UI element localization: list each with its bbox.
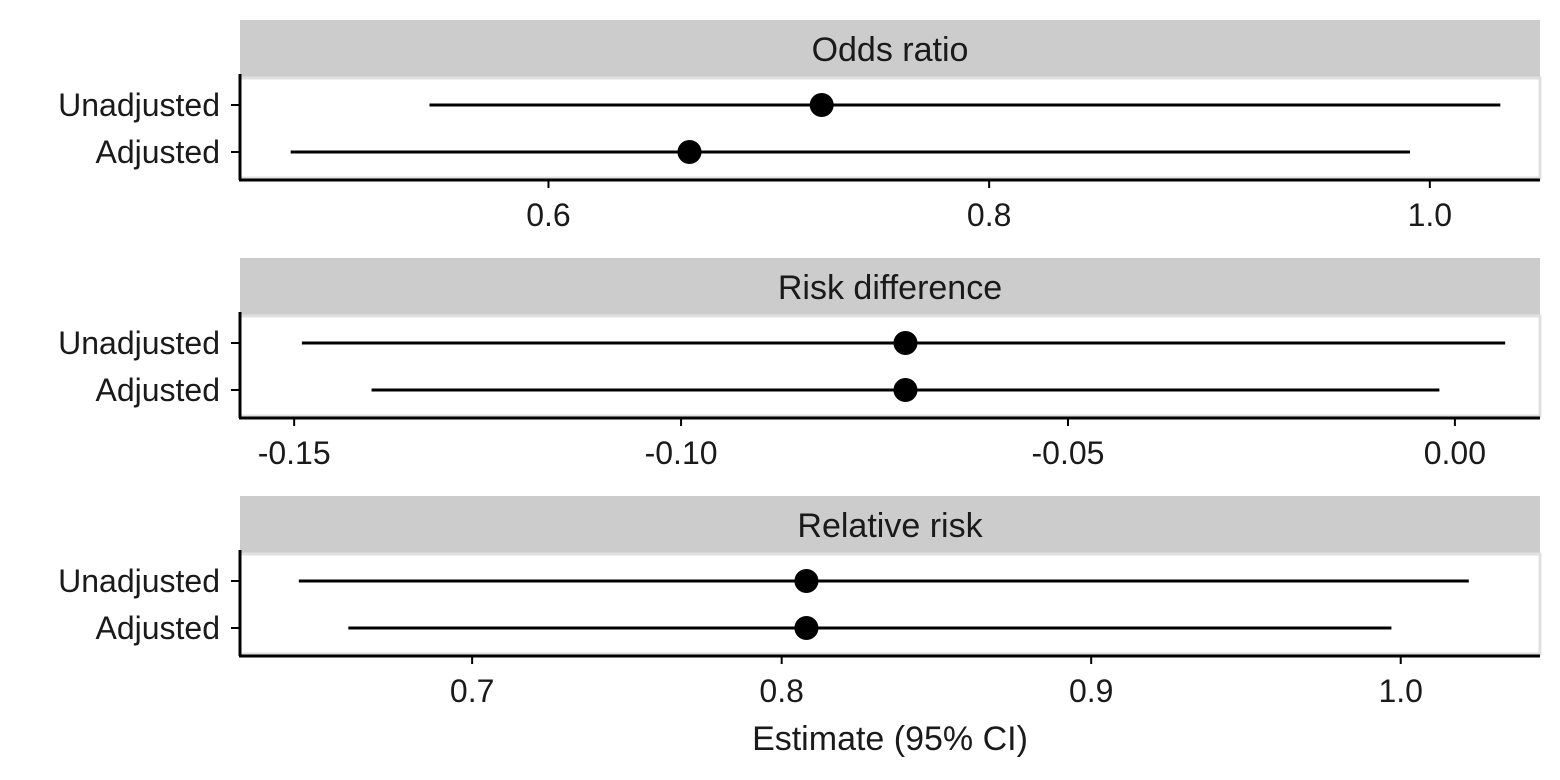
estimate-point xyxy=(893,331,918,355)
x-tick-label: 0.8 xyxy=(759,673,803,709)
x-tick-label: 0.9 xyxy=(1069,673,1113,709)
panel-2: Risk difference -0.15 -0.10 -0.05 0.00 Unadju… xyxy=(58,258,1542,471)
x-tick-label: 0.8 xyxy=(967,197,1011,233)
panel-3: Relative risk 0.7 0.8 0.9 1.0 Unadjusted Adjus… xyxy=(58,496,1542,709)
x-tick-label: -0.10 xyxy=(645,435,718,471)
strip-background xyxy=(240,20,1540,78)
y-tick-label: Unadjusted xyxy=(58,325,220,361)
strip-background xyxy=(240,496,1540,554)
y-tick-label: Unadjusted xyxy=(58,563,220,599)
y-tick-label: Adjusted xyxy=(95,610,220,646)
estimate-point xyxy=(794,569,819,593)
strip-title: Risk difference xyxy=(778,269,1002,307)
estimate-point xyxy=(794,616,819,640)
x-tick-label: 0.00 xyxy=(1424,435,1486,471)
x-tick-label: -0.05 xyxy=(1032,435,1105,471)
estimate-point xyxy=(677,140,702,164)
y-tick-label: Unadjusted xyxy=(58,87,220,123)
x-axis-title: Estimate (95% CI) xyxy=(752,720,1028,758)
strip-background xyxy=(240,258,1540,316)
panel-background xyxy=(238,76,1542,180)
x-tick-label: 0.6 xyxy=(526,197,570,233)
panel-background xyxy=(238,552,1542,656)
x-tick-label: 1.0 xyxy=(1408,197,1452,233)
y-tick-label: Adjusted xyxy=(95,134,220,170)
panel-background xyxy=(238,314,1542,418)
estimate-point xyxy=(893,378,918,402)
y-tick-label: Adjusted xyxy=(95,372,220,408)
strip-title: Relative risk xyxy=(797,507,983,545)
panel-1: Odds ratio 0.6 0.8 1.0 Unadjusted Adjusted xyxy=(58,20,1542,233)
x-tick-label: -0.15 xyxy=(258,435,331,471)
x-tick-label: 1.0 xyxy=(1378,673,1422,709)
strip-title: Odds ratio xyxy=(812,31,969,69)
x-tick-label: 0.7 xyxy=(450,673,494,709)
estimate-point xyxy=(809,93,834,117)
